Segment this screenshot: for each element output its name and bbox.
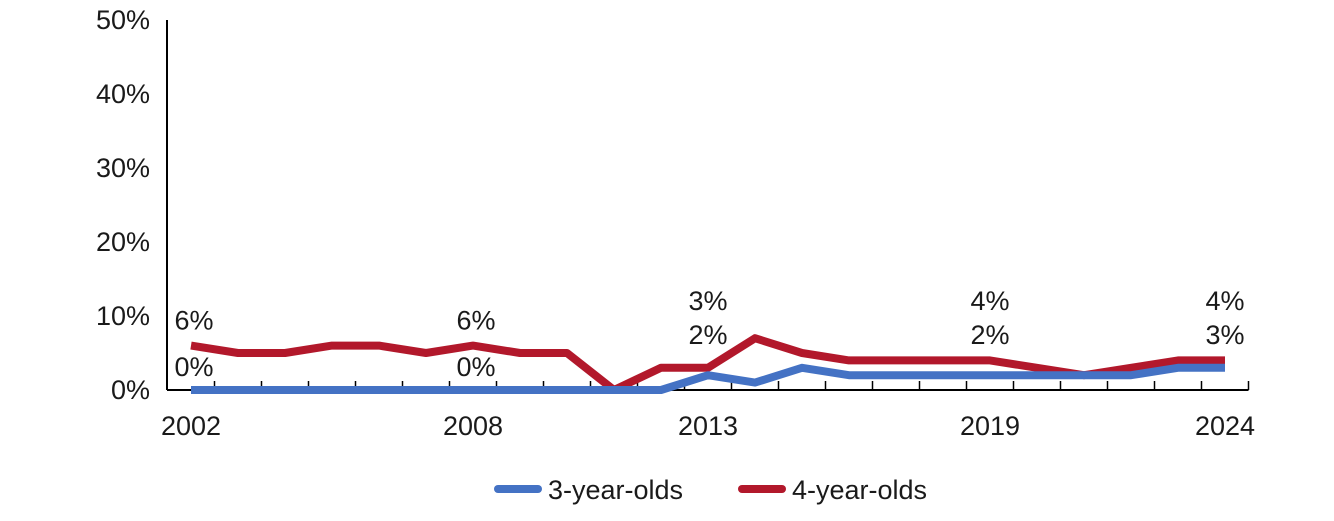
data-labels: 6% 0% 6% 0% 3% 2% 4% 2% 4% 3% — [174, 286, 1244, 382]
data-label-3-year-olds: 3% — [1205, 320, 1244, 350]
data-label-3-year-olds: 2% — [970, 320, 1009, 350]
data-label-3-year-olds: 0% — [174, 352, 213, 382]
data-label-3-year-olds: 0% — [456, 352, 495, 382]
legend-label: 3-year-olds — [548, 475, 683, 505]
legend-item: 4-year-olds — [738, 475, 927, 505]
legend-item: 3-year-olds — [494, 475, 683, 505]
y-tick-label: 10% — [96, 301, 150, 331]
x-tick-label: 2024 — [1195, 411, 1255, 441]
y-tick-label: 50% — [96, 5, 150, 35]
x-tick-label: 2008 — [443, 411, 503, 441]
data-label-4-year-olds: 4% — [1205, 286, 1244, 316]
data-label-4-year-olds: 6% — [456, 306, 495, 336]
data-label-4-year-olds: 3% — [688, 286, 727, 316]
data-label-3-year-olds: 2% — [688, 320, 727, 350]
axes: 0% 10% 20% 30% 40% 50% 2002 2008 2013 2019 2024 — [96, 5, 1255, 441]
y-tick-label: 40% — [96, 79, 150, 109]
y-tick-label: 30% — [96, 153, 150, 183]
y-tick-label: 0% — [111, 375, 150, 405]
data-label-4-year-olds: 6% — [174, 306, 213, 336]
legend-label: 4-year-olds — [792, 475, 927, 505]
series-lines — [190, 334, 1225, 394]
x-tick-label: 2019 — [960, 411, 1020, 441]
x-tick-label: 2002 — [161, 411, 221, 441]
x-tick-label: 2013 — [678, 411, 738, 441]
y-tick-label: 20% — [96, 227, 150, 257]
series-line-3-year-olds — [191, 363, 1225, 394]
series-line-4-year-olds — [190, 334, 1225, 394]
legend: 3-year-olds 4-year-olds — [494, 475, 927, 505]
data-label-4-year-olds: 4% — [970, 286, 1009, 316]
